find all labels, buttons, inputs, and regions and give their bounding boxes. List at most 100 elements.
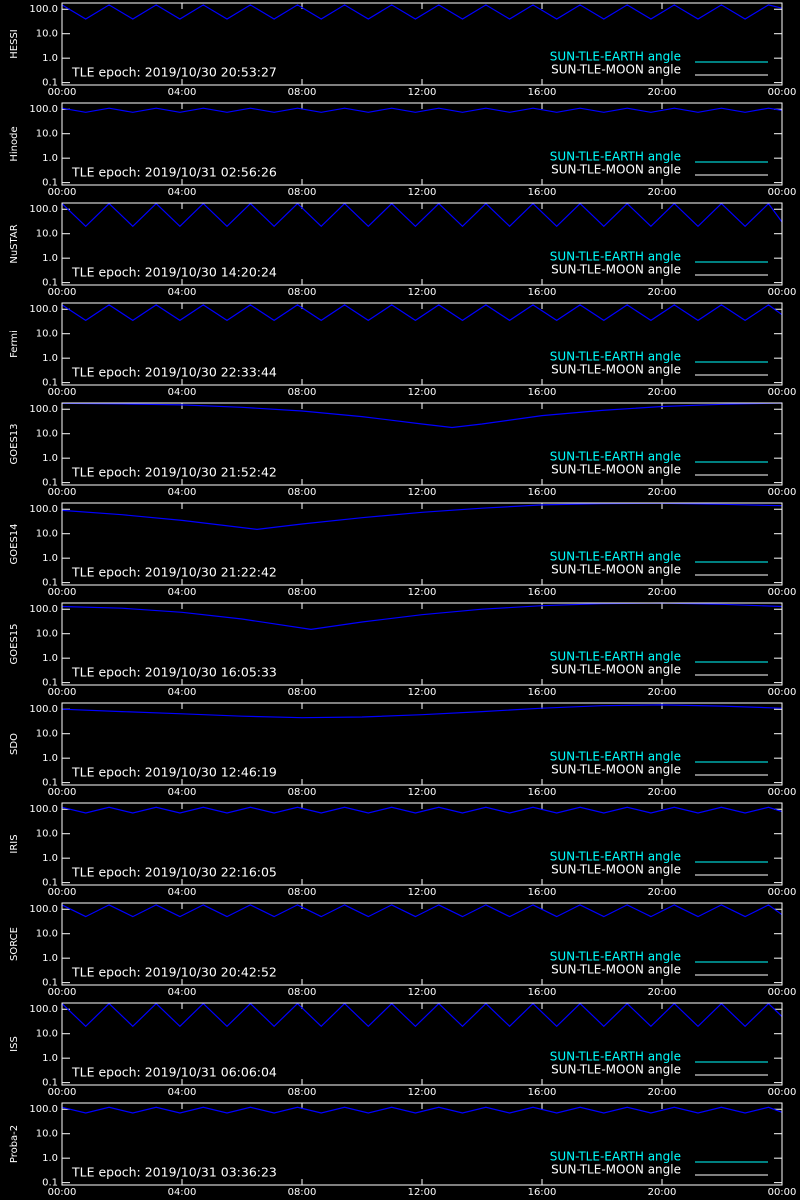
x-tick-label: 16:00 — [528, 787, 557, 798]
x-tick-label: 20:00 — [648, 887, 677, 898]
y-tick-label: 10.0 — [36, 29, 58, 40]
legend-label: SUN-TLE-MOON angle — [551, 463, 681, 477]
x-tick-label: 00:00 — [768, 987, 797, 998]
plot-frame — [61, 1102, 783, 1186]
x-tick-label: 12:00 — [408, 87, 437, 98]
plot-frame — [61, 602, 783, 686]
y-axis-label: NuSTAR — [9, 224, 20, 263]
y-tick-label: 1.0 — [42, 253, 58, 264]
x-tick-label: 04:00 — [168, 687, 197, 698]
y-tick-label: 10.0 — [36, 529, 58, 540]
y-tick-label: 10.0 — [36, 829, 58, 840]
annotation: TLE epoch: 2019/10/31 06:06:04 — [71, 1065, 277, 1080]
x-tick-label: 00:00 — [48, 487, 77, 498]
x-tick-label: 00:00 — [48, 1187, 77, 1198]
x-tick-label: 00:00 — [48, 287, 77, 298]
annotation: TLE epoch: 2019/10/30 21:22:42 — [71, 565, 277, 580]
x-tick-label: 00:00 — [768, 587, 797, 598]
legend-label: SUN-TLE-MOON angle — [551, 163, 681, 177]
x-tick-label: 00:00 — [768, 887, 797, 898]
x-tick-label: 00:00 — [48, 687, 77, 698]
x-tick-label: 08:00 — [288, 487, 317, 498]
y-tick-label: 0.1 — [42, 1178, 58, 1189]
y-tick-label: 0.1 — [42, 78, 58, 89]
y-axis-label: GOES15 — [9, 623, 20, 664]
legend-label: SUN-TLE-MOON angle — [551, 663, 681, 677]
y-axis-label: ISS — [9, 1036, 20, 1052]
legend-label: SUN-TLE-MOON angle — [551, 763, 681, 777]
x-tick-label: 20:00 — [648, 187, 677, 198]
y-tick-label: 100.0 — [29, 404, 58, 415]
x-tick-label: 12:00 — [408, 187, 437, 198]
x-tick-label: 16:00 — [528, 687, 557, 698]
legend-label: SUN-TLE-EARTH angle — [550, 650, 681, 664]
panel: 0.1 1.0 10.0 100.0 00:00 04:00 08:00 12:00 16:00… — [9, 1102, 797, 1198]
y-tick-label: 1.0 — [42, 853, 58, 864]
legend-label: SUN-TLE-EARTH angle — [550, 1050, 681, 1064]
series-line — [61, 904, 783, 918]
y-tick-label: 10.0 — [36, 329, 58, 340]
y-tick-label: 1.0 — [42, 1053, 58, 1064]
legend-label: SUN-TLE-EARTH angle — [550, 250, 681, 264]
y-tick-label: 1.0 — [42, 553, 58, 564]
x-tick-label: 08:00 — [288, 1087, 317, 1098]
x-tick-label: 00:00 — [768, 287, 797, 298]
panel: 0.1 1.0 10.0 100.0 00:00 04:00 08:00 12:00 16:00… — [9, 502, 797, 598]
annotation: TLE epoch: 2019/10/30 12:46:19 — [71, 765, 277, 780]
y-axis-label: HESSI — [9, 29, 20, 58]
plot-frame — [61, 702, 783, 786]
x-tick-label: 16:00 — [528, 1087, 557, 1098]
x-tick-label: 00:00 — [48, 187, 77, 198]
y-tick-label: 10.0 — [36, 229, 58, 240]
x-tick-label: 16:00 — [528, 87, 557, 98]
series-line — [61, 806, 783, 814]
y-axis-label: Fermi — [9, 330, 20, 358]
x-tick-label: 12:00 — [408, 1087, 437, 1098]
legend-label: SUN-TLE-EARTH angle — [550, 950, 681, 964]
legend-label: SUN-TLE-MOON angle — [551, 1063, 681, 1077]
x-tick-label: 00:00 — [48, 87, 77, 98]
y-tick-label: 10.0 — [36, 729, 58, 740]
x-tick-label: 16:00 — [528, 387, 557, 398]
y-tick-label: 0.1 — [42, 878, 58, 889]
x-tick-label: 04:00 — [168, 1087, 197, 1098]
x-tick-label: 00:00 — [48, 787, 77, 798]
x-tick-label: 08:00 — [288, 387, 317, 398]
x-tick-label: 04:00 — [168, 587, 197, 598]
x-tick-label: 20:00 — [648, 1087, 677, 1098]
y-tick-label: 0.1 — [42, 278, 58, 289]
x-tick-label: 00:00 — [48, 1087, 77, 1098]
y-tick-label: 1.0 — [42, 653, 58, 664]
legend-label: SUN-TLE-MOON angle — [551, 563, 681, 577]
x-tick-label: 20:00 — [648, 1187, 677, 1198]
y-tick-label: 10.0 — [36, 1029, 58, 1040]
legend-label: SUN-TLE-EARTH angle — [550, 450, 681, 464]
annotation: TLE epoch: 2019/10/30 22:33:44 — [71, 365, 277, 380]
x-tick-label: 08:00 — [288, 687, 317, 698]
y-tick-label: 100.0 — [29, 704, 58, 715]
x-tick-label: 16:00 — [528, 1187, 557, 1198]
y-tick-label: 1.0 — [42, 953, 58, 964]
legend-label: SUN-TLE-EARTH angle — [550, 750, 681, 764]
plot-frame — [61, 302, 783, 386]
x-tick-label: 04:00 — [168, 787, 197, 798]
x-tick-label: 00:00 — [768, 1087, 797, 1098]
x-tick-label: 00:00 — [768, 1187, 797, 1198]
x-tick-label: 00:00 — [48, 387, 77, 398]
x-tick-label: 16:00 — [528, 287, 557, 298]
x-tick-label: 20:00 — [648, 587, 677, 598]
y-axis-label: GOES14 — [9, 523, 20, 564]
x-tick-label: 04:00 — [168, 87, 197, 98]
annotation: TLE epoch: 2019/10/30 16:05:33 — [71, 665, 277, 680]
x-tick-label: 12:00 — [408, 287, 437, 298]
panel: 0.1 1.0 10.0 100.0 00:00 04:00 08:00 12:00 16:00… — [9, 402, 796, 498]
y-tick-label: 0.1 — [42, 1078, 58, 1089]
y-axis-label: Proba-2 — [9, 1125, 20, 1163]
x-tick-label: 08:00 — [288, 787, 317, 798]
plot-frame — [61, 2, 783, 86]
series-line — [61, 4, 783, 20]
x-tick-label: 08:00 — [288, 87, 317, 98]
legend-label: SUN-TLE-MOON angle — [551, 263, 681, 277]
y-tick-label: 100.0 — [29, 304, 58, 315]
